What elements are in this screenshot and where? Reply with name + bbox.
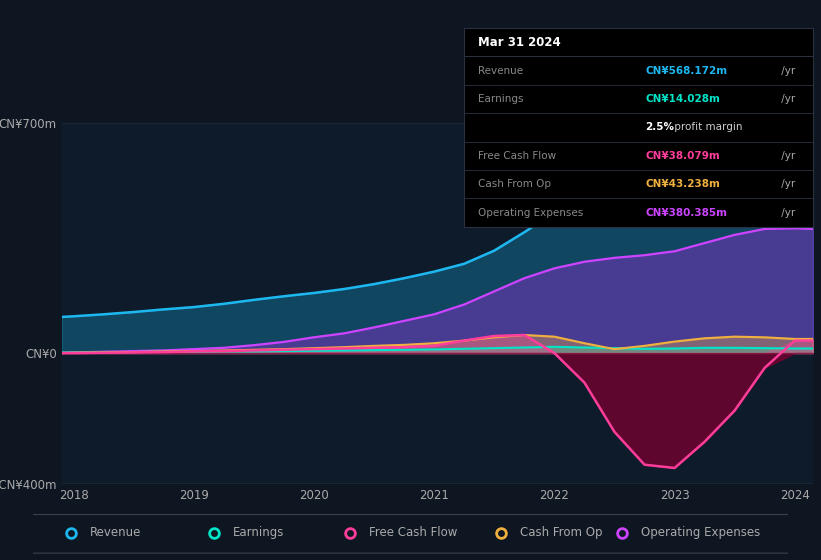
Text: Revenue: Revenue (478, 66, 523, 76)
Text: /yr: /yr (778, 179, 796, 189)
Text: Earnings: Earnings (233, 526, 284, 539)
Text: Operating Expenses: Operating Expenses (478, 208, 583, 218)
Text: CN¥14.028m: CN¥14.028m (645, 94, 720, 104)
Text: CN¥568.172m: CN¥568.172m (645, 66, 727, 76)
Text: 2.5%: 2.5% (645, 123, 674, 132)
Text: Revenue: Revenue (89, 526, 141, 539)
Text: CN¥43.238m: CN¥43.238m (645, 179, 720, 189)
Text: /yr: /yr (778, 151, 796, 161)
Text: /yr: /yr (778, 94, 796, 104)
Text: profit margin: profit margin (672, 123, 743, 132)
Text: Free Cash Flow: Free Cash Flow (369, 526, 457, 539)
Text: CN¥38.079m: CN¥38.079m (645, 151, 720, 161)
Text: Mar 31 2024: Mar 31 2024 (478, 36, 561, 49)
Text: Free Cash Flow: Free Cash Flow (478, 151, 556, 161)
Text: Earnings: Earnings (478, 94, 523, 104)
Text: Operating Expenses: Operating Expenses (641, 526, 760, 539)
Text: /yr: /yr (778, 208, 796, 218)
Text: /yr: /yr (778, 66, 796, 76)
Text: Cash From Op: Cash From Op (478, 179, 551, 189)
Text: CN¥380.385m: CN¥380.385m (645, 208, 727, 218)
Text: Cash From Op: Cash From Op (520, 526, 603, 539)
